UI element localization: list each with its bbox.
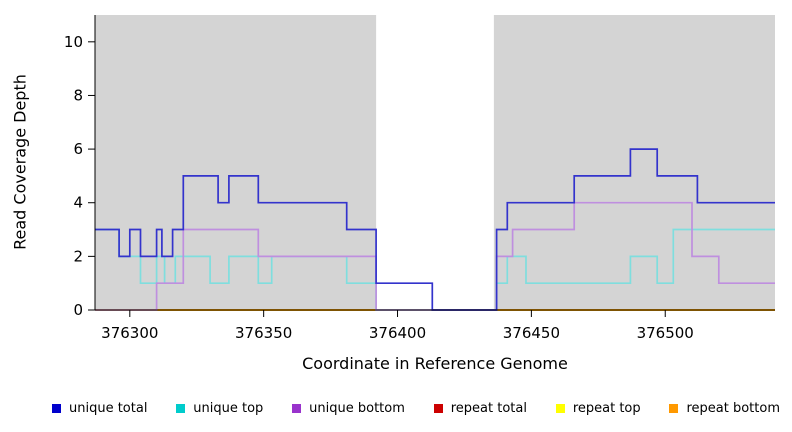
x-tick-label: 376400 (369, 324, 426, 342)
y-tick-label: 10 (64, 33, 83, 51)
repeat-total-swatch (433, 404, 443, 413)
legend-item-repeat-top: repeat top (555, 401, 641, 416)
legend-label: repeat bottom (686, 401, 780, 416)
repeat-bottom-swatch (669, 404, 679, 413)
legend-item-unique-total: unique total (52, 401, 147, 416)
x-tick-label: 376300 (101, 324, 158, 342)
legend-label: unique bottom (309, 401, 405, 416)
y-axis-label: Read Coverage Depth (10, 74, 30, 250)
legend-item-unique-bottom: unique bottom (292, 401, 405, 416)
legend-label: unique top (193, 401, 264, 416)
legend-item-repeat-bottom: repeat bottom (669, 401, 780, 416)
series-unique-total (95, 148, 775, 311)
legend-item-repeat-total: repeat total (433, 401, 527, 416)
y-tick-label: 2 (73, 247, 83, 265)
unique-total-swatch (52, 404, 61, 413)
x-axis-label: Coordinate in Reference Genome (302, 354, 568, 373)
shaded-region (493, 15, 775, 310)
series-unique-top (95, 228, 775, 311)
legend-label: repeat total (450, 401, 527, 416)
x-tick-label: 376350 (235, 324, 292, 342)
legend-label: unique total (69, 401, 148, 416)
legend-item-unique-top: unique top (176, 401, 263, 416)
y-tick-label: 0 (73, 301, 83, 319)
x-tick-label: 376500 (637, 324, 694, 342)
repeat-top-swatch (555, 404, 565, 413)
legend: unique total unique top unique bottom repea… (52, 401, 780, 416)
x-tick-label: 376450 (503, 324, 560, 342)
legend-label: repeat top (572, 401, 641, 416)
y-tick-label: 4 (73, 194, 83, 212)
shaded-region (95, 15, 377, 310)
unique-bottom-swatch (292, 404, 302, 413)
y-tick-label: 6 (73, 140, 83, 158)
unique-top-swatch (176, 404, 186, 413)
y-tick-label: 8 (73, 86, 83, 104)
coverage-plot: 0 2 4 6 8 10 376300 376350 376400 376450 376500 (64, 15, 775, 342)
